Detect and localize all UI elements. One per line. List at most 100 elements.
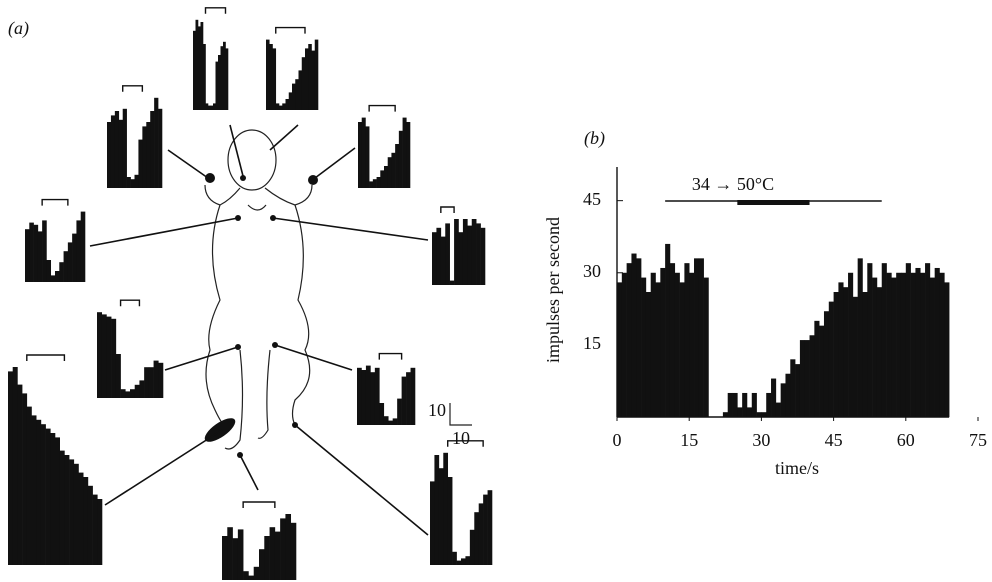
histogram-bar <box>222 536 228 580</box>
histogram-bar <box>210 105 214 110</box>
histogram-bar <box>42 220 47 282</box>
stimulus-bracket <box>204 7 227 14</box>
histogram-bar <box>406 122 411 188</box>
histogram-bar <box>436 227 442 285</box>
histogram-bar <box>388 420 393 425</box>
histogram-bar <box>144 367 150 398</box>
stimulus-bracket <box>275 26 306 34</box>
histogram-bar <box>139 380 145 398</box>
histogram-bar <box>458 232 464 285</box>
histogram-bar <box>689 272 695 417</box>
histogram-bar <box>461 558 466 565</box>
histogram-bar <box>153 360 159 398</box>
histogram-bar <box>198 26 201 110</box>
histogram-bar <box>213 103 216 110</box>
stimulus-bracket <box>368 104 396 112</box>
histogram-bar <box>478 503 484 565</box>
histogram-bar <box>857 258 863 417</box>
panel-label: (b) <box>584 128 605 149</box>
histogram-bar <box>872 277 878 417</box>
histogram-bar <box>193 30 196 110</box>
histogram-bar <box>669 263 676 417</box>
histogram-bar <box>374 367 380 425</box>
histogram-bar <box>383 416 389 425</box>
histogram-bar <box>467 225 473 285</box>
stimulus-bracket <box>447 440 484 447</box>
panel-label: (a) <box>8 18 29 39</box>
histogram-bar <box>237 529 244 580</box>
histogram-bar <box>130 179 135 188</box>
histogram-bar <box>370 372 376 425</box>
histogram-bar <box>896 272 902 417</box>
histogram-bar <box>220 46 224 110</box>
histogram-bar <box>679 282 685 417</box>
histogram-bar <box>406 372 411 425</box>
histogram-bar <box>684 263 690 417</box>
histogram-bar <box>280 518 286 580</box>
heat-bar <box>737 200 810 205</box>
histogram-bar <box>471 219 477 285</box>
histogram-bar <box>36 419 42 565</box>
histogram-bar <box>449 280 455 285</box>
stimulus-bracket <box>119 299 141 307</box>
histogram-bar <box>780 383 786 417</box>
histogram-bar <box>308 44 312 110</box>
x-tick-label: 0 <box>613 430 622 450</box>
histogram-bar <box>73 463 79 565</box>
histogram-bar <box>665 243 671 417</box>
histogram-bar <box>200 22 204 110</box>
histogram-bar <box>59 262 64 282</box>
histogram-bar <box>905 263 911 417</box>
connectors <box>89 124 429 536</box>
histogram-bar <box>33 224 39 282</box>
histogram-bar <box>227 527 233 580</box>
histogram-bar <box>462 219 468 285</box>
histogram-bar <box>17 384 23 565</box>
histogram-bar <box>852 296 858 417</box>
histogram-bar <box>8 371 13 565</box>
histogram-bar <box>134 174 139 188</box>
histogram-bar <box>232 538 239 580</box>
histogram-bar <box>397 398 402 425</box>
histogram-bar <box>833 292 839 417</box>
histogram-bar <box>703 277 709 417</box>
histogram-bar <box>55 437 60 565</box>
histogram-bar <box>301 57 306 110</box>
histogram-bar <box>29 222 34 282</box>
histogram-bar <box>476 223 481 285</box>
histogram-bar <box>828 301 834 417</box>
histogram-bar <box>264 536 270 580</box>
histogram-bar <box>279 105 283 110</box>
histogram-bar <box>823 311 830 417</box>
histogram-bar <box>225 48 229 110</box>
histogram-bar <box>641 277 647 417</box>
histogram-bar <box>208 105 211 110</box>
histogram-bar <box>122 108 127 188</box>
histogram-bar <box>158 108 163 188</box>
histogram-bar <box>387 157 392 188</box>
histogram-bar <box>660 267 666 417</box>
histogram-bar <box>456 560 462 565</box>
histogram-bar <box>282 103 286 110</box>
histogram-bar <box>361 117 366 188</box>
histogram-bar <box>469 529 475 565</box>
histogram-bar <box>761 412 767 417</box>
histogram-bar <box>305 48 309 110</box>
histogram-bar <box>269 527 276 580</box>
histogram-bar <box>138 139 143 188</box>
y-tick-label: 30 <box>583 261 601 281</box>
histogram-bar <box>756 412 762 417</box>
histogram-bar <box>357 367 362 425</box>
histogram-bar <box>674 272 680 417</box>
histogram-bar <box>443 452 449 565</box>
histogram-bar <box>130 389 136 398</box>
histogram-bar <box>25 229 30 282</box>
histogram-bar <box>126 177 131 188</box>
histogram-bar <box>392 418 398 425</box>
histogram-bar <box>45 428 51 565</box>
histogram-bar <box>434 455 440 565</box>
y-tick-label: 45 <box>583 189 601 209</box>
histogram-bar <box>487 490 493 565</box>
histogram-bar <box>862 292 868 417</box>
histogram-bar <box>269 44 273 110</box>
